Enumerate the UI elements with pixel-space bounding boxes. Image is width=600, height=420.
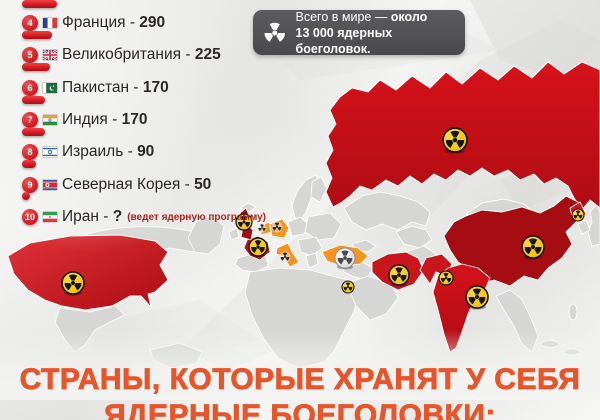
radiation-marker-pakistan	[438, 270, 454, 286]
list-item-bar	[22, 96, 45, 104]
radiation-marker-india	[465, 285, 489, 310]
flag-pakistan-icon	[43, 83, 57, 93]
page-title-line1: СТРАНЫ, КОТОРЫЕ ХРАНЯТ У СЕБЯ	[19, 363, 581, 396]
badge-line2: 13 000 ядерных боеголовок.	[295, 25, 393, 56]
warhead-count: 290	[139, 14, 166, 31]
warhead-count: 170	[121, 111, 148, 128]
radiation-marker-china	[521, 235, 545, 260]
list-item-bar	[22, 128, 45, 136]
list-item-bar	[22, 192, 30, 200]
page-title-line2: ЯДЕРНЫЕ БОЕГОЛОВКИ:	[104, 399, 496, 420]
country-name: Пакистан	[62, 79, 130, 96]
country-name: Северная Корея	[62, 176, 181, 193]
country-philippines	[568, 303, 578, 321]
flag-north-korea-icon	[43, 180, 57, 190]
world-total-text: Всего в мире — около 13 000 ядерных боег…	[296, 9, 456, 57]
country-name: Великобритания	[62, 46, 182, 63]
radiation-marker-france	[248, 237, 268, 258]
country-usa	[7, 234, 169, 311]
list-item-3-bar-partial	[22, 0, 57, 8]
rank-badge: 6	[22, 80, 38, 96]
country-name: Индия	[62, 111, 108, 128]
flag-france-icon	[43, 18, 57, 28]
list-item-iran: 10 Иран - ? (ведет ядерную программу)	[22, 208, 266, 226]
country-finland	[310, 176, 328, 203]
warhead-count: 90	[137, 143, 155, 160]
radiation-marker-usa	[61, 271, 85, 296]
country-south-korea	[577, 219, 591, 235]
world-total-badge: Всего в мире — около 13 000 ядерных боег…	[253, 9, 465, 57]
warhead-count: 170	[142, 79, 169, 96]
list-item-bar	[22, 160, 36, 168]
country-name: Иран	[62, 208, 99, 225]
radiation-icon	[264, 22, 285, 42]
rank-badge: 5	[22, 47, 38, 63]
radiation-marker-turkey	[334, 247, 356, 270]
country-balkans	[297, 236, 323, 257]
rank-badge: 4	[22, 15, 38, 31]
list-item-israel: 8 Израиль - 90	[22, 143, 154, 161]
badge-line1-bold: около	[390, 9, 428, 24]
country-kazakhstan	[343, 191, 431, 231]
list-item-pakistan: 6 Пакистан - 170	[22, 79, 169, 97]
country-se-asia	[495, 289, 539, 353]
iran-program-note: (ведет ядерную программу)	[127, 211, 266, 223]
rank-badge: 8	[22, 144, 38, 160]
list-item-india: 7 Индия - 170	[22, 111, 147, 129]
rank-badge: 9	[22, 177, 38, 193]
radiation-marker-italy	[279, 251, 291, 263]
radiation-marker-iran	[388, 264, 410, 287]
rank-badge: 7	[22, 112, 38, 128]
warhead-count: 50	[194, 176, 212, 193]
radiation-marker-germany	[271, 221, 283, 233]
list-item-bar	[22, 63, 50, 71]
country-greece	[305, 252, 319, 269]
country-indonesia-2	[563, 348, 581, 356]
flag-uk-icon	[43, 50, 57, 60]
radiation-marker-israel	[341, 280, 355, 294]
country-japan	[587, 203, 600, 247]
list-item-bar	[22, 31, 52, 39]
flag-india-icon	[43, 115, 57, 125]
country-central-asia	[395, 225, 433, 249]
flag-iran-icon	[43, 212, 57, 222]
radiation-marker-russia	[442, 127, 468, 154]
country-ukraine	[304, 212, 342, 241]
rank-badge: 10	[22, 209, 38, 225]
flag-israel-icon	[43, 147, 57, 157]
badge-line1-regular: Всего в мире —	[295, 9, 391, 24]
country-ireland	[228, 227, 240, 241]
country-name: Франция	[62, 14, 126, 31]
country-name: Израиль	[62, 143, 124, 160]
list-item-france: 4 Франция - 290	[22, 14, 165, 32]
warhead-count: 225	[194, 46, 221, 63]
country-arabia	[349, 275, 399, 321]
radiation-marker-north-korea	[571, 208, 585, 222]
list-item-north-korea: 9 Северная Корея - 50	[22, 176, 211, 194]
list-item-uk: 5 Великобритания - 225	[22, 46, 221, 64]
warhead-count: ?	[112, 208, 123, 225]
country-indonesia	[540, 340, 560, 348]
